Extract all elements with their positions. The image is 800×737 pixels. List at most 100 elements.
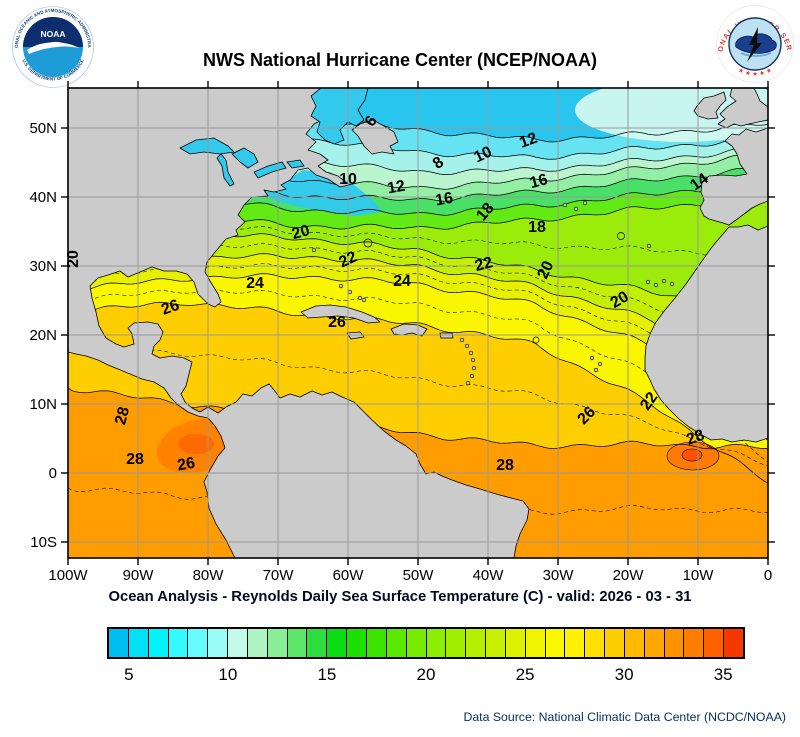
- x-axis-label: 80W: [193, 567, 225, 580]
- x-axis-label: 30W: [543, 567, 575, 580]
- isotherm-label: 20: [608, 288, 632, 312]
- colorbar-tick-label: 25: [515, 665, 535, 684]
- colorbar-tick-label: 35: [713, 665, 733, 684]
- y-axis-label: 10N: [29, 396, 57, 413]
- colorbar-cell: [446, 629, 467, 657]
- isotherm-label: 22: [336, 248, 359, 271]
- data-source-note: Data Source: National Climatic Data Cent…: [463, 710, 786, 724]
- y-axis-label: 40N: [29, 189, 57, 206]
- isotherm-label: 22: [473, 254, 495, 275]
- isotherm-label: 20: [65, 250, 82, 268]
- colorbar-cell: [228, 629, 248, 657]
- isotherm-label: 26: [159, 297, 182, 319]
- map-axes: 100W 90W 80W 70W 60W 50W 40W 30W 20W 10W 0 50N 40N 30…: [29, 81, 775, 580]
- lake-ontario: [286, 159, 305, 169]
- small-island: [669, 281, 675, 287]
- colorbar-cell: [247, 629, 268, 657]
- colorbar-cell: [208, 629, 229, 657]
- colorbar-cell: [704, 629, 725, 657]
- isotherm-label: 12: [517, 130, 540, 152]
- colorbar-cell: [386, 629, 407, 657]
- colorbar-tick-label: 10: [218, 665, 238, 684]
- temperature-colorbar: [107, 627, 745, 659]
- small-island: [468, 350, 474, 356]
- x-axis-label: 40W: [473, 567, 505, 580]
- closed-contour-ring: [363, 238, 373, 248]
- isotherm-label: 24: [393, 273, 411, 290]
- colorbar-tick-label: 20: [416, 665, 436, 684]
- y-axis-label: 20N: [29, 327, 57, 344]
- lightning-bolt-icon: [747, 27, 762, 62]
- y-axis-label: 0: [49, 465, 57, 482]
- closed-contour-ring: [532, 336, 540, 344]
- colorbar-cell: [724, 629, 743, 657]
- colorbar-cell: [406, 629, 427, 657]
- colorbar-cell: [545, 629, 566, 657]
- isotherm-label: 28: [112, 405, 133, 427]
- warm-core-guinea: [681, 448, 703, 462]
- isotherm-label: 26: [328, 314, 346, 331]
- small-island: [338, 283, 344, 289]
- seagull-wing-icon: [45, 41, 65, 45]
- map-subtitle: Ocean Analysis - Reynolds Daily Sea Surf…: [108, 589, 692, 605]
- colorbar-cell: [585, 629, 606, 657]
- small-island: [597, 361, 603, 367]
- hudson-bay: [310, 88, 369, 145]
- small-island: [465, 380, 471, 386]
- small-island: [459, 337, 465, 343]
- isotherm-label: 20: [290, 222, 312, 243]
- isotherm-contour-dashed: [68, 348, 768, 467]
- colorbar-cell: [466, 629, 487, 657]
- small-island: [593, 367, 599, 373]
- colorbar-tick-label: 30: [614, 665, 634, 684]
- colorbar-cell: [327, 629, 348, 657]
- isotherm-label: 24: [246, 275, 264, 292]
- isotherm-label: 10: [339, 171, 357, 188]
- isotherm-label: 28: [126, 451, 144, 468]
- landmass-france-iberia: [699, 127, 768, 226]
- colorbar-cell: [486, 629, 506, 657]
- colorbar-cell: [505, 629, 526, 657]
- colorbar-cell: [684, 629, 705, 657]
- small-island: [469, 373, 475, 379]
- colorbar-cell: [267, 629, 288, 657]
- lake-michigan: [216, 153, 235, 187]
- colorbar-cell: [188, 629, 209, 657]
- y-axis-label: 50N: [29, 120, 57, 137]
- small-island: [582, 200, 588, 206]
- isotherm-label: 12: [386, 178, 407, 198]
- noaa-logo-sky: [23, 17, 83, 47]
- x-axis-label: 100W: [48, 567, 88, 580]
- small-island: [645, 279, 651, 285]
- island-cuba: [300, 304, 381, 324]
- noaa-logo: NATIONAL OCEANIC AND ATMOSPHERIC ADMINIS…: [12, 6, 94, 88]
- colorbar-tick-label: 15: [317, 665, 337, 684]
- small-island: [661, 278, 667, 284]
- colorbar-cell: [624, 629, 645, 657]
- closed-contour-ring: [617, 232, 625, 240]
- lake-superior: [179, 137, 235, 155]
- colorbar-cell: [644, 629, 665, 657]
- wave-icon: [740, 52, 772, 57]
- colorbar-cell: [168, 629, 189, 657]
- small-island: [347, 289, 353, 295]
- colorbar-cell: [307, 629, 328, 657]
- colorbar-cell: [109, 629, 129, 657]
- colorbar-cell: [366, 629, 387, 657]
- small-island: [653, 282, 659, 288]
- small-island: [311, 247, 317, 253]
- seagull-icon: [27, 42, 79, 54]
- y-axis-label: 10S: [30, 534, 57, 551]
- landmass-africa: [644, 224, 768, 443]
- isotherm-label: 26: [176, 455, 197, 475]
- warm-core-pacific: [178, 434, 214, 454]
- small-island: [646, 243, 652, 249]
- isotherm-label: 28: [684, 427, 707, 449]
- colorbar-cell: [287, 629, 308, 657]
- colorbar-cell: [128, 629, 149, 657]
- island-ireland: [693, 91, 727, 120]
- small-island: [464, 343, 470, 349]
- x-axis-label: 60W: [333, 567, 365, 580]
